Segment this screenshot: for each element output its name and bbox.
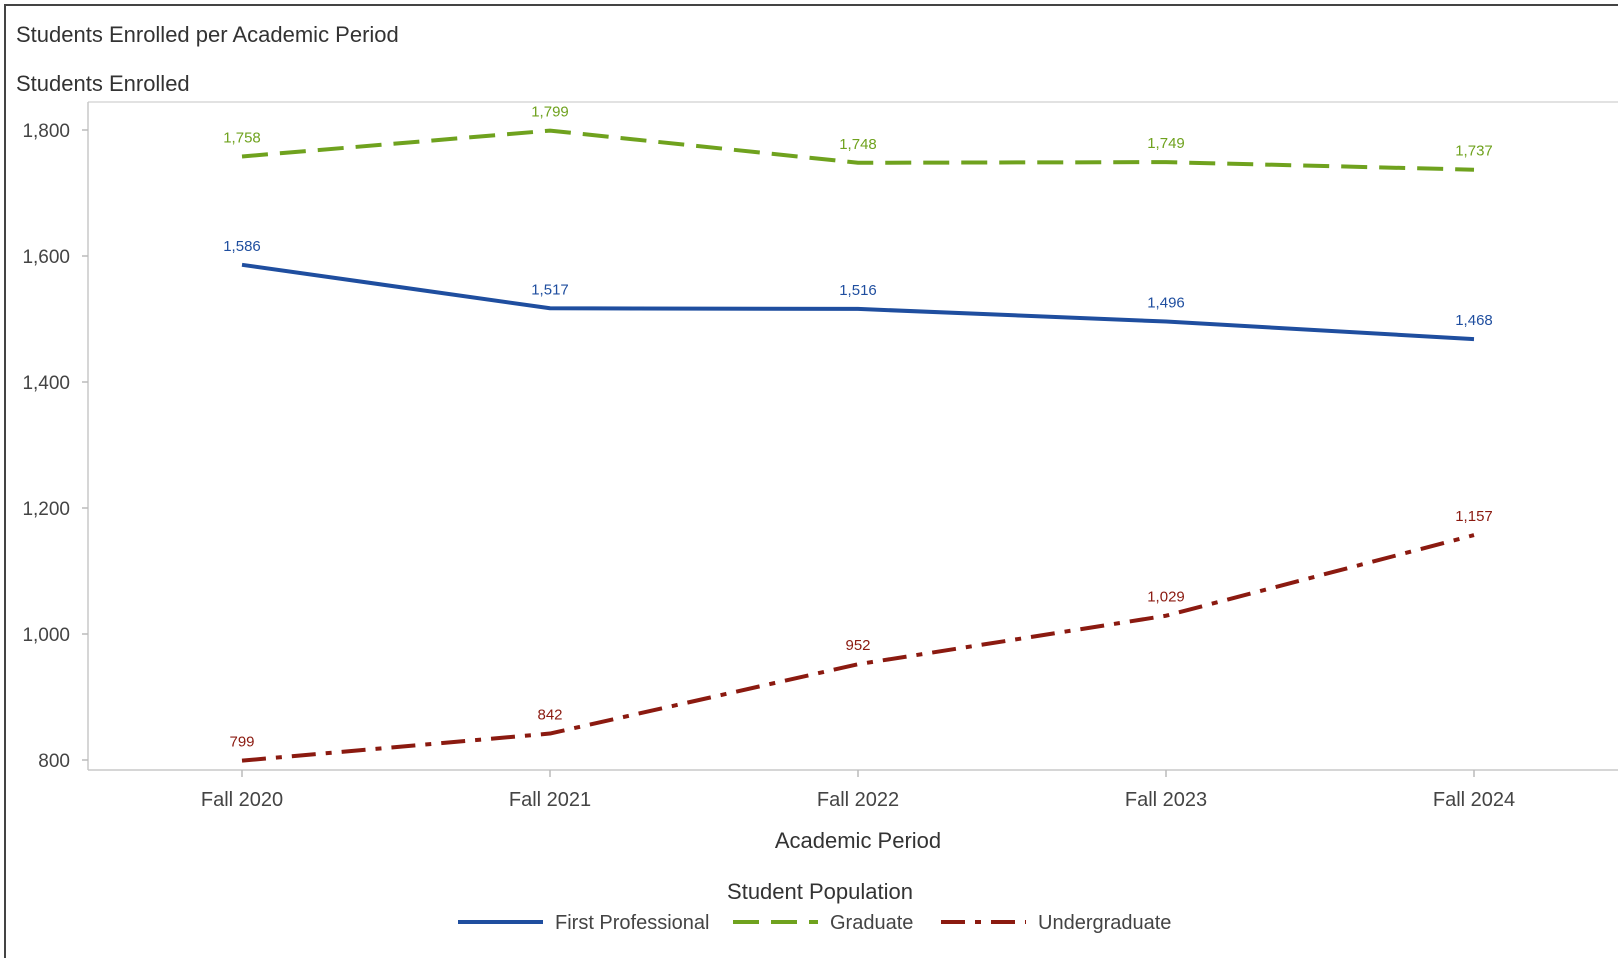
y-tick-label: 1,800 [22,121,70,142]
data-label-graduate: 1,749 [1147,135,1185,152]
data-label-first-professional: 1,468 [1455,312,1493,329]
x-tick-label: Fall 2023 [1125,789,1207,811]
x-axis-title: Academic Period [775,828,941,853]
data-label-undergraduate: 1,029 [1147,589,1185,606]
y-axis-title: Students Enrolled [16,71,190,96]
y-tick-label: 800 [38,751,70,772]
data-label-first-professional: 1,586 [223,238,261,255]
data-label-undergraduate: 842 [537,707,562,724]
series-line-first-professional [241,262,1475,342]
data-label-graduate: 1,758 [223,129,261,146]
legend-label-graduate: Graduate [830,912,913,934]
y-tick-label: 1,000 [22,625,70,646]
x-tick-label: Fall 2024 [1433,789,1515,811]
legend: First Professional Graduate Undergraduate [458,912,1171,934]
y-tick-label: 1,400 [22,373,70,394]
data-label-undergraduate: 952 [845,637,870,654]
chart-title: Students Enrolled per Academic Period [16,22,399,47]
x-tick-label: Fall 2020 [201,789,283,811]
data-label-graduate: 1,737 [1455,143,1493,160]
y-tick-label: 1,200 [22,499,70,520]
data-label-first-professional: 1,516 [839,282,877,299]
legend-label-undergraduate: Undergraduate [1038,912,1171,934]
data-label-graduate: 1,799 [531,104,569,121]
data-label-undergraduate: 799 [229,734,254,751]
plot-area: 800 1,000 1,200 1,400 1,600 1,800 Fall 2020 Fal… [22,101,1618,811]
data-label-graduate: 1,748 [839,136,877,153]
series-line-undergraduate [241,533,1475,763]
chart-frame [4,4,1618,958]
data-label-first-professional: 1,496 [1147,295,1185,312]
x-tick-label: Fall 2021 [509,789,591,811]
legend-label-first-professional: First Professional [555,912,710,934]
data-label-first-professional: 1,517 [531,281,569,298]
legend-title: Student Population [727,879,913,904]
x-tick-label: Fall 2022 [817,789,899,811]
y-tick-label: 1,600 [22,247,70,268]
data-label-undergraduate: 1,157 [1455,508,1493,525]
